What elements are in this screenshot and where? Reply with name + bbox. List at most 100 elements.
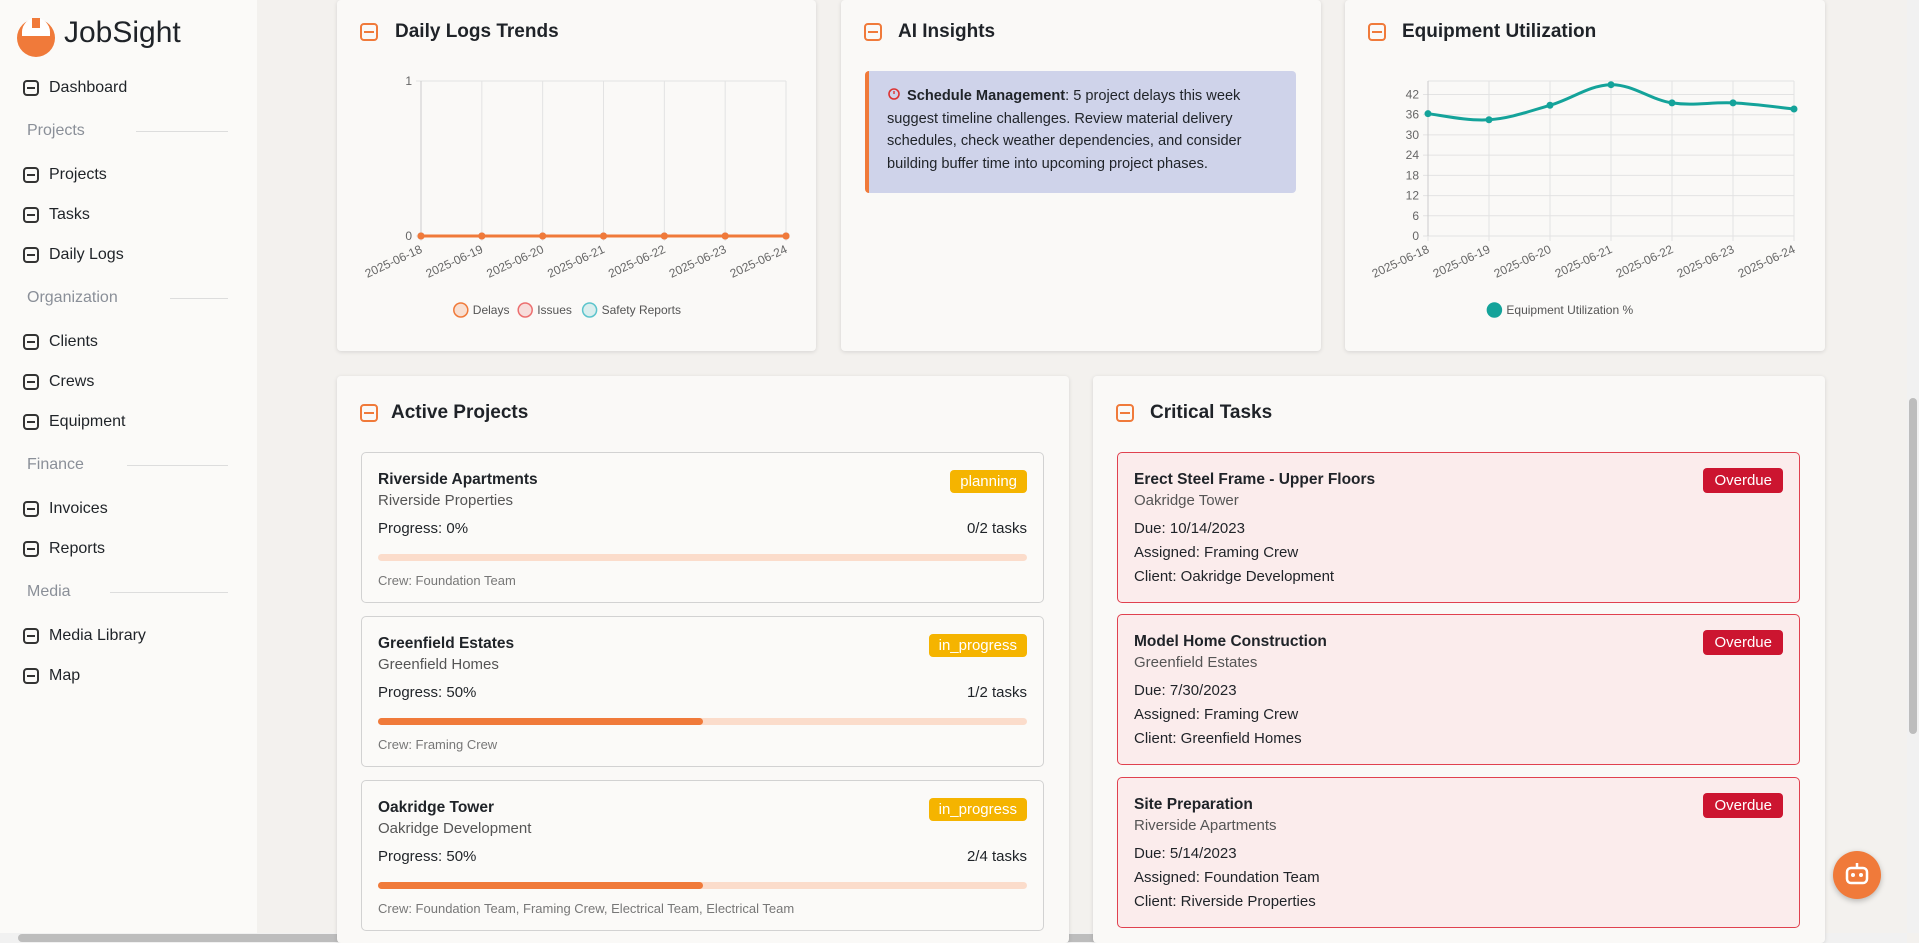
icon — [23, 80, 39, 96]
task-due: Due: 7/30/2023 — [1134, 682, 1237, 699]
sidebar: JobSight Dashboard Projects Projects Tasks D… — [0, 0, 257, 943]
v-scrollbar[interactable] — [1907, 0, 1919, 933]
y-tick-label: 36 — [1406, 108, 1420, 122]
project-item[interactable]: Oakridge Tower Oakridge Development in_pro… — [361, 780, 1044, 931]
overdue-badge: Overdue — [1703, 630, 1783, 655]
progress-fill — [378, 882, 703, 889]
card-title: Equipment Utilization — [1402, 21, 1597, 42]
icon — [23, 167, 39, 183]
nav-item[interactable]: Equipment — [14, 406, 243, 438]
legend-marker — [517, 302, 533, 318]
task-count: 1/2 tasks — [966, 684, 1027, 701]
x-tick-label: 2025-06-19 — [424, 242, 486, 281]
alarm-icon — [888, 88, 900, 100]
nav-item[interactable]: Dashboard — [14, 72, 243, 104]
nav-item[interactable]: Clients — [14, 326, 243, 358]
nav-label: Map — [49, 667, 81, 684]
nav-label: Dashboard — [49, 79, 128, 96]
logo-icon — [17, 18, 55, 57]
progress-track — [378, 718, 1027, 725]
data-point — [417, 232, 425, 240]
data-point — [721, 232, 729, 240]
x-tick-label: 2025-06-24 — [1736, 242, 1798, 281]
task-assigned: Assigned: Framing Crew — [1134, 706, 1299, 723]
overdue-badge: Overdue — [1703, 793, 1783, 818]
project-name: Greenfield Estates — [378, 635, 515, 652]
icon — [864, 23, 882, 41]
icon — [23, 668, 39, 684]
task-client: Client: Riverside Properties — [1134, 893, 1316, 910]
status-badge: in_progress — [928, 798, 1027, 821]
data-point — [1790, 105, 1798, 113]
task-assigned: Assigned: Foundation Team — [1134, 869, 1320, 886]
section-title: Finance — [27, 456, 84, 473]
data-point — [1607, 81, 1615, 89]
x-tick-label: 2025-06-19 — [1431, 242, 1493, 281]
v-scroll-thumb[interactable] — [1909, 398, 1917, 734]
task-due: Due: 10/14/2023 — [1134, 520, 1245, 537]
chat-button[interactable] — [1833, 851, 1881, 899]
icon — [23, 374, 39, 390]
insight-text: : 5 project delays this week suggest tim… — [887, 88, 1242, 172]
section-rule — [127, 465, 228, 466]
card: Daily Logs Trends 0 1 2025-06-18 2025-06-19 2… — [337, 0, 816, 351]
insight-box: Schedule Management: 5 project delays th… — [865, 71, 1296, 193]
x-tick-label: 2025-06-20 — [484, 242, 546, 281]
icon — [23, 247, 39, 263]
y-tick-label: 30 — [1406, 128, 1420, 142]
legend-marker — [581, 302, 598, 318]
icon — [23, 414, 39, 430]
task-project: Riverside Apartments — [1134, 817, 1277, 834]
project-item[interactable]: Riverside Apartments Riverside Properties… — [361, 452, 1044, 603]
x-tick-label: 2025-06-18 — [1370, 242, 1432, 281]
task-title: Erect Steel Frame - Upper Floors — [1134, 471, 1376, 488]
data-point — [1424, 110, 1432, 118]
card: Equipment Utilization 0 6 12 18 24 30 36 42 2025-… — [1345, 0, 1825, 351]
nav-item[interactable]: Tasks — [14, 199, 243, 231]
status-badge: in_progress — [928, 634, 1027, 657]
project-name: Riverside Apartments — [378, 471, 538, 488]
nav-item[interactable]: Invoices — [14, 493, 243, 525]
x-tick-label: 2025-06-23 — [1675, 242, 1737, 281]
y-tick-label: 24 — [1406, 148, 1420, 162]
icon — [360, 404, 378, 422]
icon — [23, 541, 39, 557]
progress-label: Progress: 50% — [378, 684, 477, 701]
card-title: AI Insights — [898, 21, 996, 42]
y-tick-label: 0 — [1412, 229, 1419, 243]
x-tick-label: 2025-06-22 — [606, 242, 668, 281]
nav-item[interactable]: Crews — [14, 366, 243, 398]
section-rule — [110, 592, 228, 593]
data-point — [600, 232, 607, 240]
nav-item[interactable]: Media Library — [14, 620, 243, 652]
task-title: Model Home Construction — [1134, 633, 1327, 650]
legend-marker — [1486, 302, 1503, 318]
nav-item[interactable]: Reports — [14, 533, 243, 565]
card: Active Projects Riverside Apartments River… — [337, 376, 1069, 943]
icon — [1116, 404, 1134, 422]
crew: Crew: Framing Crew — [378, 737, 498, 752]
nav-item[interactable]: Map — [14, 660, 243, 692]
nav-item[interactable]: Projects — [14, 159, 243, 191]
task-item[interactable]: Model Home Construction Greenfield Estate… — [1117, 614, 1800, 765]
task-title: Site Preparation — [1134, 796, 1253, 813]
legend-marker — [453, 302, 469, 318]
nav-label: Projects — [49, 166, 107, 183]
nav-label: Daily Logs — [49, 246, 124, 263]
task-item[interactable]: Site Preparation Riverside Apartments Over… — [1117, 777, 1800, 928]
icon — [1368, 23, 1386, 41]
nav-item[interactable]: Daily Logs — [14, 239, 243, 271]
y-tick-label: 42 — [1406, 87, 1420, 101]
nav-label: Equipment — [49, 413, 126, 430]
x-tick-label: 2025-06-23 — [667, 242, 729, 281]
nav-label: Media Library — [49, 627, 146, 644]
brand: JobSight — [64, 16, 181, 49]
icon — [23, 628, 39, 644]
task-item[interactable]: Erect Steel Frame - Upper Floors Oakridge… — [1117, 452, 1800, 603]
task-project: Greenfield Estates — [1134, 654, 1258, 671]
project-item[interactable]: Greenfield Estates Greenfield Homes in_pro… — [361, 616, 1044, 767]
crew: Crew: Foundation Team, Framing Crew, Ele… — [378, 901, 795, 916]
y-tick-label: 12 — [1406, 189, 1420, 203]
icon — [23, 334, 39, 350]
task-count: 0/2 tasks — [966, 520, 1027, 537]
